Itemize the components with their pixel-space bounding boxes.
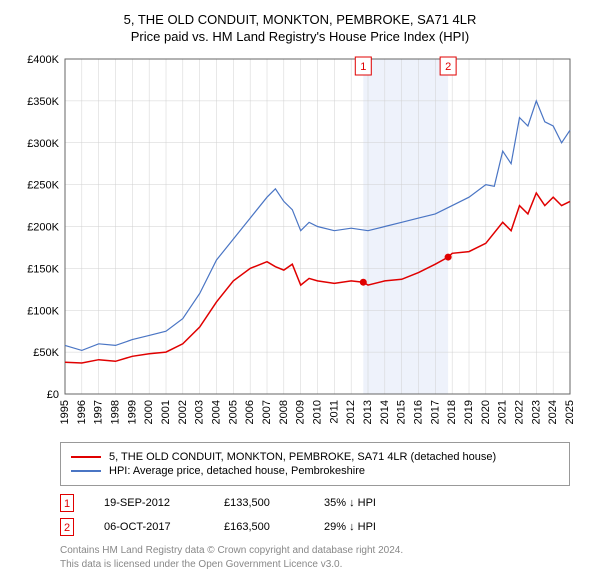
svg-text:2: 2 <box>445 61 451 73</box>
svg-text:2018: 2018 <box>446 400 458 424</box>
svg-text:1995: 1995 <box>59 400 71 424</box>
svg-text:2025: 2025 <box>564 400 576 424</box>
svg-text:2009: 2009 <box>295 400 307 424</box>
svg-text:2008: 2008 <box>278 400 290 424</box>
svg-text:2021: 2021 <box>497 400 509 424</box>
svg-text:£200K: £200K <box>27 222 59 234</box>
svg-text:2024: 2024 <box>547 400 559 424</box>
svg-text:1: 1 <box>360 61 366 73</box>
chart-area: £0 £50K £100K £150K £200K £250K £300K £350K £400… <box>20 54 580 434</box>
svg-text:2015: 2015 <box>396 400 408 424</box>
svg-text:2010: 2010 <box>312 400 324 424</box>
legend-swatch <box>71 456 101 458</box>
svg-text:2020: 2020 <box>480 400 492 424</box>
svg-text:£100K: £100K <box>27 305 59 317</box>
svg-text:2017: 2017 <box>429 400 441 424</box>
svg-text:2016: 2016 <box>413 400 425 424</box>
transaction-diff: 35% ↓ HPI <box>324 497 414 509</box>
legend-label: 5, THE OLD CONDUIT, MONKTON, PEMBROKE, S… <box>109 451 496 463</box>
legend-item: HPI: Average price, detached house, Pemb… <box>71 465 559 477</box>
svg-text:1997: 1997 <box>93 400 105 424</box>
svg-text:£250K: £250K <box>27 180 59 192</box>
svg-text:2002: 2002 <box>177 400 189 424</box>
transaction-row: 2 06-OCT-2017 £163,500 29% ↓ HPI <box>60 518 570 536</box>
transaction-table: 1 19-SEP-2012 £133,500 35% ↓ HPI 2 06-OCT-201… <box>60 494 570 536</box>
footer-attribution: Contains HM Land Registry data © Crown c… <box>60 544 570 572</box>
legend-box: 5, THE OLD CONDUIT, MONKTON, PEMBROKE, S… <box>60 442 570 486</box>
svg-text:£300K: £300K <box>27 138 59 150</box>
svg-text:£350K: £350K <box>27 96 59 108</box>
svg-text:2006: 2006 <box>244 400 256 424</box>
transaction-marker: 2 <box>60 518 74 536</box>
line-chart: £0 £50K £100K £150K £200K £250K £300K £350K £400… <box>20 54 580 434</box>
svg-text:£0: £0 <box>47 389 59 401</box>
chart-subtitle: Price paid vs. HM Land Registry's House … <box>10 29 590 44</box>
svg-text:1998: 1998 <box>110 400 122 424</box>
legend-item: 5, THE OLD CONDUIT, MONKTON, PEMBROKE, S… <box>71 451 559 463</box>
svg-text:1996: 1996 <box>76 400 88 424</box>
svg-text:2003: 2003 <box>194 400 206 424</box>
svg-text:1999: 1999 <box>126 400 138 424</box>
transaction-row: 1 19-SEP-2012 £133,500 35% ↓ HPI <box>60 494 570 512</box>
legend-label: HPI: Average price, detached house, Pemb… <box>109 465 365 477</box>
svg-text:2005: 2005 <box>227 400 239 424</box>
svg-text:2001: 2001 <box>160 400 172 424</box>
transaction-price: £163,500 <box>224 521 294 533</box>
svg-text:2014: 2014 <box>379 400 391 424</box>
svg-text:2012: 2012 <box>345 400 357 424</box>
transaction-price: £133,500 <box>224 497 294 509</box>
transaction-marker: 1 <box>60 494 74 512</box>
chart-title: 5, THE OLD CONDUIT, MONKTON, PEMBROKE, S… <box>10 12 590 27</box>
transaction-date: 19-SEP-2012 <box>104 497 194 509</box>
svg-text:£400K: £400K <box>27 54 59 66</box>
svg-text:£150K: £150K <box>27 263 59 275</box>
svg-text:2013: 2013 <box>362 400 374 424</box>
legend-swatch <box>71 470 101 472</box>
svg-text:2019: 2019 <box>463 400 475 424</box>
svg-text:2007: 2007 <box>261 400 273 424</box>
svg-text:2000: 2000 <box>143 400 155 424</box>
svg-text:2023: 2023 <box>530 400 542 424</box>
footer-line-1: Contains HM Land Registry data © Crown c… <box>60 544 570 558</box>
svg-text:2022: 2022 <box>514 400 526 424</box>
svg-text:2011: 2011 <box>328 400 340 424</box>
transaction-date: 06-OCT-2017 <box>104 521 194 533</box>
svg-text:£50K: £50K <box>33 347 59 359</box>
svg-text:2004: 2004 <box>211 400 223 424</box>
transaction-diff: 29% ↓ HPI <box>324 521 414 533</box>
footer-line-2: This data is licensed under the Open Gov… <box>60 558 570 572</box>
